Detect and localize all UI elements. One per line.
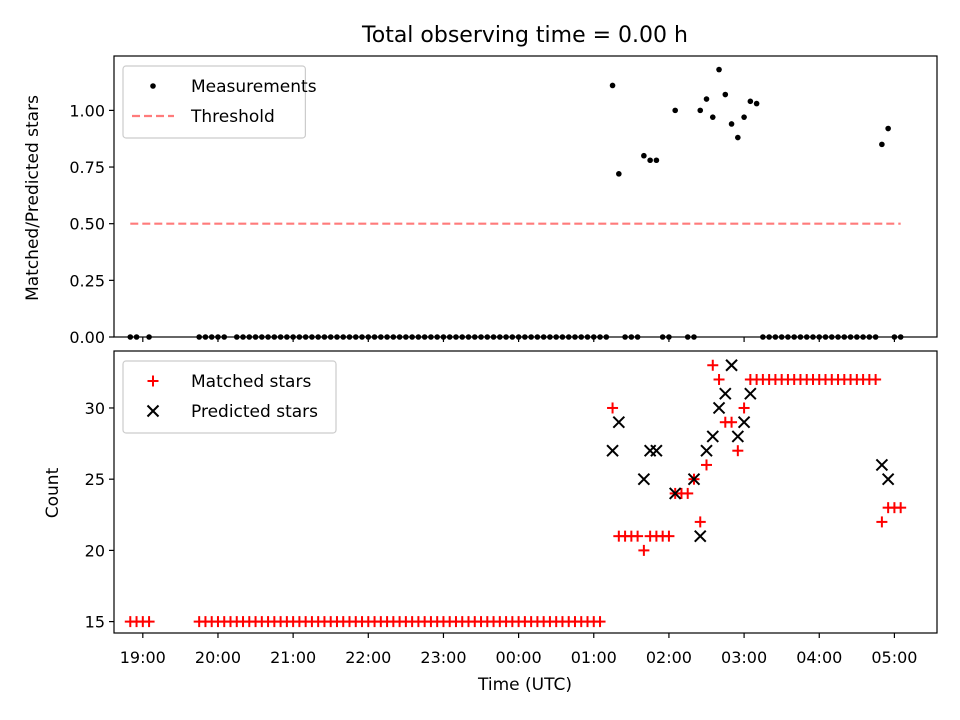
measurement-point bbox=[647, 157, 653, 164]
legend-label: Matched stars bbox=[191, 372, 311, 392]
measurement-point bbox=[697, 107, 704, 114]
measurement-point bbox=[703, 96, 710, 102]
matched-stars-point bbox=[738, 402, 750, 414]
matched-stars-point bbox=[707, 359, 719, 371]
measurement-point bbox=[735, 134, 741, 141]
predicted-stars-point bbox=[744, 387, 757, 400]
matched-stars-point bbox=[632, 530, 644, 542]
predicted-stars-point bbox=[612, 416, 626, 429]
bottom-legend: Matched stars Predicted stars bbox=[122, 360, 337, 434]
measurement-point bbox=[747, 98, 754, 105]
bottom-y-axis-label: Count bbox=[43, 467, 63, 518]
matched-stars-point bbox=[638, 544, 650, 556]
predicted-stars-point bbox=[719, 387, 732, 400]
bottom-y-tick-label: 15 bbox=[85, 613, 105, 632]
matched-stars-point bbox=[876, 516, 888, 528]
top-chart-title: Total observing time = 0.00 h bbox=[361, 23, 688, 48]
bottom-legend-box bbox=[122, 360, 337, 434]
predicted-stars-point bbox=[700, 444, 713, 457]
bottom-axes-frame bbox=[113, 350, 938, 634]
measurements-panel: 0.00 0.25 0.50 0.75 1.00 Measurements Threshol… bbox=[69, 55, 938, 347]
predicted-stars-point bbox=[725, 359, 738, 372]
measurement-point bbox=[722, 91, 729, 98]
x-tick-label: 05:00 bbox=[871, 648, 917, 667]
x-tick-label: 19:00 bbox=[120, 648, 166, 667]
top-legend-box bbox=[122, 65, 306, 139]
matched-stars-point bbox=[732, 445, 744, 457]
measurement-point bbox=[609, 82, 616, 89]
x-tick-label: 22:00 bbox=[345, 648, 391, 667]
matched-stars-point bbox=[607, 402, 619, 414]
matched-stars-point bbox=[663, 530, 675, 542]
measurement-point bbox=[716, 66, 722, 73]
measurement-point bbox=[728, 121, 735, 127]
measurement-point bbox=[709, 114, 716, 120]
top-y-tick-label: 0.00 bbox=[69, 328, 105, 347]
predicted-stars-point bbox=[712, 401, 726, 415]
predicted-stars-point bbox=[731, 430, 745, 443]
x-tick-label: 21:00 bbox=[270, 648, 316, 667]
predicted-stars-point bbox=[737, 416, 751, 429]
bottom-series-0 bbox=[124, 359, 907, 628]
legend-label: Measurements bbox=[191, 77, 317, 97]
x-tick-label: 04:00 bbox=[796, 648, 842, 667]
top-y-tick-label: 0.25 bbox=[69, 271, 105, 290]
x-tick-label: 00:00 bbox=[496, 648, 542, 667]
measurement-point bbox=[616, 171, 622, 177]
matched-stars-point bbox=[594, 616, 606, 628]
predicted-stars-point bbox=[650, 444, 663, 457]
top-y-axis-label: Matched/Predicted stars bbox=[23, 95, 43, 301]
predicted-stars-point bbox=[875, 458, 889, 472]
legend-label: Threshold bbox=[190, 107, 275, 127]
predicted-stars-point bbox=[694, 529, 707, 543]
predicted-stars-point bbox=[687, 472, 701, 486]
x-tick-label: 02:00 bbox=[646, 648, 692, 667]
predicted-stars-point bbox=[881, 472, 895, 486]
measurement-point bbox=[885, 125, 891, 132]
measurement-point bbox=[741, 114, 747, 120]
bottom-series-1 bbox=[606, 359, 895, 543]
top-legend: Measurements Threshold bbox=[122, 65, 317, 139]
top-y-tick-label: 0.50 bbox=[69, 215, 105, 234]
predicted-stars-point bbox=[606, 444, 619, 457]
x-tick-label: 03:00 bbox=[721, 648, 767, 667]
measurement-point bbox=[879, 141, 885, 148]
top-y-tick-label: 0.75 bbox=[69, 158, 105, 177]
matched-stars-point bbox=[694, 516, 706, 528]
matched-stars-point bbox=[895, 502, 907, 514]
x-axis-label: Time (UTC) bbox=[477, 675, 572, 695]
predicted-stars-point bbox=[637, 472, 651, 486]
matched-stars-point bbox=[726, 416, 738, 428]
predicted-stars-point bbox=[668, 487, 682, 500]
bottom-y-tick-label: 20 bbox=[85, 541, 105, 560]
legend-label: Predicted stars bbox=[191, 402, 318, 422]
matched-stars-point bbox=[682, 487, 694, 499]
counts-panel: 15 20 25 30 19:00 20:00 21:00 22:00 23:00 00:00 01… bbox=[85, 350, 938, 667]
matched-stars-point bbox=[713, 373, 725, 385]
measurement-point bbox=[641, 152, 647, 159]
measurement-point bbox=[672, 107, 678, 114]
matched-stars-point bbox=[870, 373, 882, 385]
legend-marker bbox=[150, 83, 156, 89]
bottom-y-tick-label: 30 bbox=[85, 399, 105, 418]
x-tick-label: 23:00 bbox=[420, 648, 466, 667]
top-axes-frame bbox=[113, 55, 938, 338]
matched-stars-point bbox=[143, 616, 155, 628]
predicted-stars-point bbox=[706, 430, 719, 443]
matched-stars-point bbox=[701, 459, 713, 471]
legend-marker bbox=[146, 404, 160, 418]
measurement-point bbox=[753, 100, 760, 107]
x-tick-label: 20:00 bbox=[195, 648, 241, 667]
top-y-tick-label: 1.00 bbox=[69, 101, 105, 120]
legend-marker bbox=[147, 375, 159, 387]
x-tick-label: 01:00 bbox=[571, 648, 617, 667]
measurement-point bbox=[653, 157, 660, 164]
bottom-y-tick-label: 25 bbox=[85, 470, 105, 489]
